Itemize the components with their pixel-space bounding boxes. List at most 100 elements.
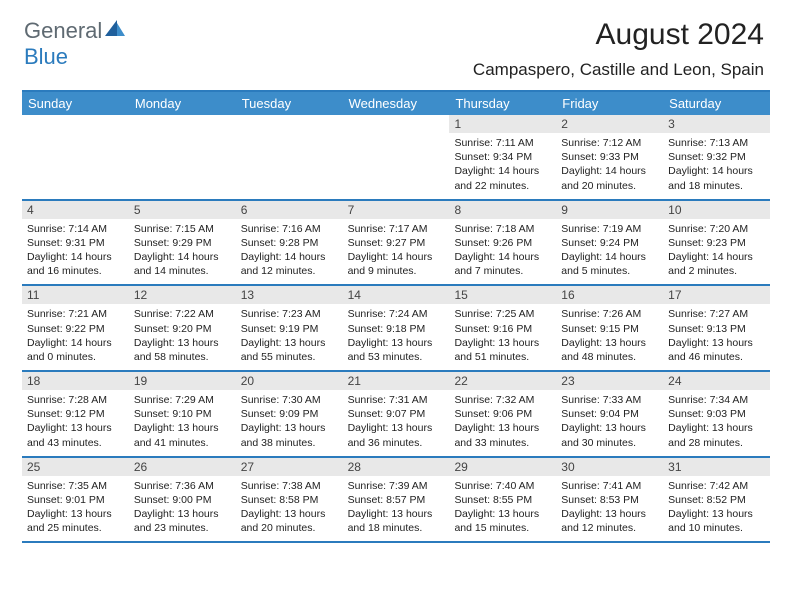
day-sunrise: Sunrise: 7:16 AM [241,222,338,236]
day-daylight1: Daylight: 13 hours [348,507,445,521]
date-number: 13 [236,286,343,304]
day-daylight2: and 9 minutes. [348,264,445,278]
day-cell: 29Sunrise: 7:40 AMSunset: 8:55 PMDayligh… [449,458,556,542]
day-body: Sunrise: 7:15 AMSunset: 9:29 PMDaylight:… [129,219,236,285]
day-daylight2: and 18 minutes. [668,179,765,193]
day-daylight2: and 12 minutes. [241,264,338,278]
day-daylight2: and 58 minutes. [134,350,231,364]
date-number [236,115,343,133]
day-daylight1: Daylight: 13 hours [241,336,338,350]
day-sunset: Sunset: 9:12 PM [27,407,124,421]
day-header-row: SundayMondayTuesdayWednesdayThursdayFrid… [22,92,770,115]
day-body: Sunrise: 7:16 AMSunset: 9:28 PMDaylight:… [236,219,343,285]
day-header: Wednesday [343,92,450,115]
day-sunset: Sunset: 9:32 PM [668,150,765,164]
day-daylight1: Daylight: 13 hours [454,336,551,350]
day-body: Sunrise: 7:28 AMSunset: 9:12 PMDaylight:… [22,390,129,456]
week-row: 11Sunrise: 7:21 AMSunset: 9:22 PMDayligh… [22,286,770,372]
day-sunrise: Sunrise: 7:32 AM [454,393,551,407]
day-cell: 8Sunrise: 7:18 AMSunset: 9:26 PMDaylight… [449,201,556,285]
date-number [129,115,236,133]
day-body: Sunrise: 7:23 AMSunset: 9:19 PMDaylight:… [236,304,343,370]
day-sunset: Sunset: 9:28 PM [241,236,338,250]
date-number: 5 [129,201,236,219]
day-daylight2: and 16 minutes. [27,264,124,278]
day-sunrise: Sunrise: 7:28 AM [27,393,124,407]
day-daylight1: Daylight: 14 hours [348,250,445,264]
day-daylight1: Daylight: 14 hours [668,164,765,178]
day-sunset: Sunset: 8:52 PM [668,493,765,507]
day-sunset: Sunset: 9:07 PM [348,407,445,421]
day-body: Sunrise: 7:11 AMSunset: 9:34 PMDaylight:… [449,133,556,199]
day-sunset: Sunset: 9:34 PM [454,150,551,164]
week-row: 25Sunrise: 7:35 AMSunset: 9:01 PMDayligh… [22,458,770,544]
day-cell: 11Sunrise: 7:21 AMSunset: 9:22 PMDayligh… [22,286,129,370]
date-number: 10 [663,201,770,219]
day-sunrise: Sunrise: 7:22 AM [134,307,231,321]
day-cell: 1Sunrise: 7:11 AMSunset: 9:34 PMDaylight… [449,115,556,199]
day-daylight1: Daylight: 13 hours [241,507,338,521]
date-number: 7 [343,201,450,219]
day-body: Sunrise: 7:17 AMSunset: 9:27 PMDaylight:… [343,219,450,285]
day-daylight2: and 20 minutes. [561,179,658,193]
day-sunset: Sunset: 9:24 PM [561,236,658,250]
day-daylight1: Daylight: 13 hours [348,421,445,435]
day-body: Sunrise: 7:20 AMSunset: 9:23 PMDaylight:… [663,219,770,285]
day-daylight1: Daylight: 13 hours [668,421,765,435]
day-daylight1: Daylight: 13 hours [348,336,445,350]
day-cell: 22Sunrise: 7:32 AMSunset: 9:06 PMDayligh… [449,372,556,456]
day-header: Monday [129,92,236,115]
day-daylight2: and 23 minutes. [134,521,231,535]
day-body: Sunrise: 7:36 AMSunset: 9:00 PMDaylight:… [129,476,236,542]
week-row: 4Sunrise: 7:14 AMSunset: 9:31 PMDaylight… [22,201,770,287]
day-daylight2: and 30 minutes. [561,436,658,450]
day-body: Sunrise: 7:38 AMSunset: 8:58 PMDaylight:… [236,476,343,542]
day-sunrise: Sunrise: 7:15 AM [134,222,231,236]
day-daylight1: Daylight: 14 hours [561,164,658,178]
day-daylight1: Daylight: 13 hours [561,421,658,435]
day-daylight1: Daylight: 14 hours [241,250,338,264]
day-daylight2: and 43 minutes. [27,436,124,450]
day-sunrise: Sunrise: 7:24 AM [348,307,445,321]
day-cell: 4Sunrise: 7:14 AMSunset: 9:31 PMDaylight… [22,201,129,285]
day-sunset: Sunset: 9:15 PM [561,322,658,336]
day-cell: 30Sunrise: 7:41 AMSunset: 8:53 PMDayligh… [556,458,663,542]
day-daylight1: Daylight: 14 hours [561,250,658,264]
day-cell: 14Sunrise: 7:24 AMSunset: 9:18 PMDayligh… [343,286,450,370]
day-body: Sunrise: 7:27 AMSunset: 9:13 PMDaylight:… [663,304,770,370]
day-daylight2: and 5 minutes. [561,264,658,278]
day-daylight2: and 51 minutes. [454,350,551,364]
day-daylight2: and 28 minutes. [668,436,765,450]
day-daylight1: Daylight: 13 hours [454,421,551,435]
day-header: Sunday [22,92,129,115]
logo-text-general: General [24,18,102,44]
day-sunrise: Sunrise: 7:11 AM [454,136,551,150]
day-daylight1: Daylight: 13 hours [134,336,231,350]
day-sunrise: Sunrise: 7:21 AM [27,307,124,321]
day-daylight2: and 41 minutes. [134,436,231,450]
day-daylight1: Daylight: 14 hours [134,250,231,264]
day-daylight1: Daylight: 13 hours [668,336,765,350]
day-cell: 5Sunrise: 7:15 AMSunset: 9:29 PMDaylight… [129,201,236,285]
day-body: Sunrise: 7:39 AMSunset: 8:57 PMDaylight:… [343,476,450,542]
day-daylight2: and 36 minutes. [348,436,445,450]
day-cell: 6Sunrise: 7:16 AMSunset: 9:28 PMDaylight… [236,201,343,285]
day-cell: 24Sunrise: 7:34 AMSunset: 9:03 PMDayligh… [663,372,770,456]
day-body: Sunrise: 7:22 AMSunset: 9:20 PMDaylight:… [129,304,236,370]
day-daylight1: Daylight: 13 hours [27,421,124,435]
day-sunrise: Sunrise: 7:31 AM [348,393,445,407]
day-sunrise: Sunrise: 7:23 AM [241,307,338,321]
day-sunset: Sunset: 9:33 PM [561,150,658,164]
day-daylight1: Daylight: 14 hours [27,336,124,350]
day-sunset: Sunset: 9:22 PM [27,322,124,336]
day-sunset: Sunset: 9:04 PM [561,407,658,421]
day-sunset: Sunset: 9:03 PM [668,407,765,421]
date-number: 18 [22,372,129,390]
page-header: General August 2024 Campaspero, Castille… [0,0,792,80]
day-daylight2: and 18 minutes. [348,521,445,535]
day-cell: 2Sunrise: 7:12 AMSunset: 9:33 PMDaylight… [556,115,663,199]
date-number: 6 [236,201,343,219]
day-cell: 27Sunrise: 7:38 AMSunset: 8:58 PMDayligh… [236,458,343,542]
date-number: 12 [129,286,236,304]
day-sunset: Sunset: 9:13 PM [668,322,765,336]
